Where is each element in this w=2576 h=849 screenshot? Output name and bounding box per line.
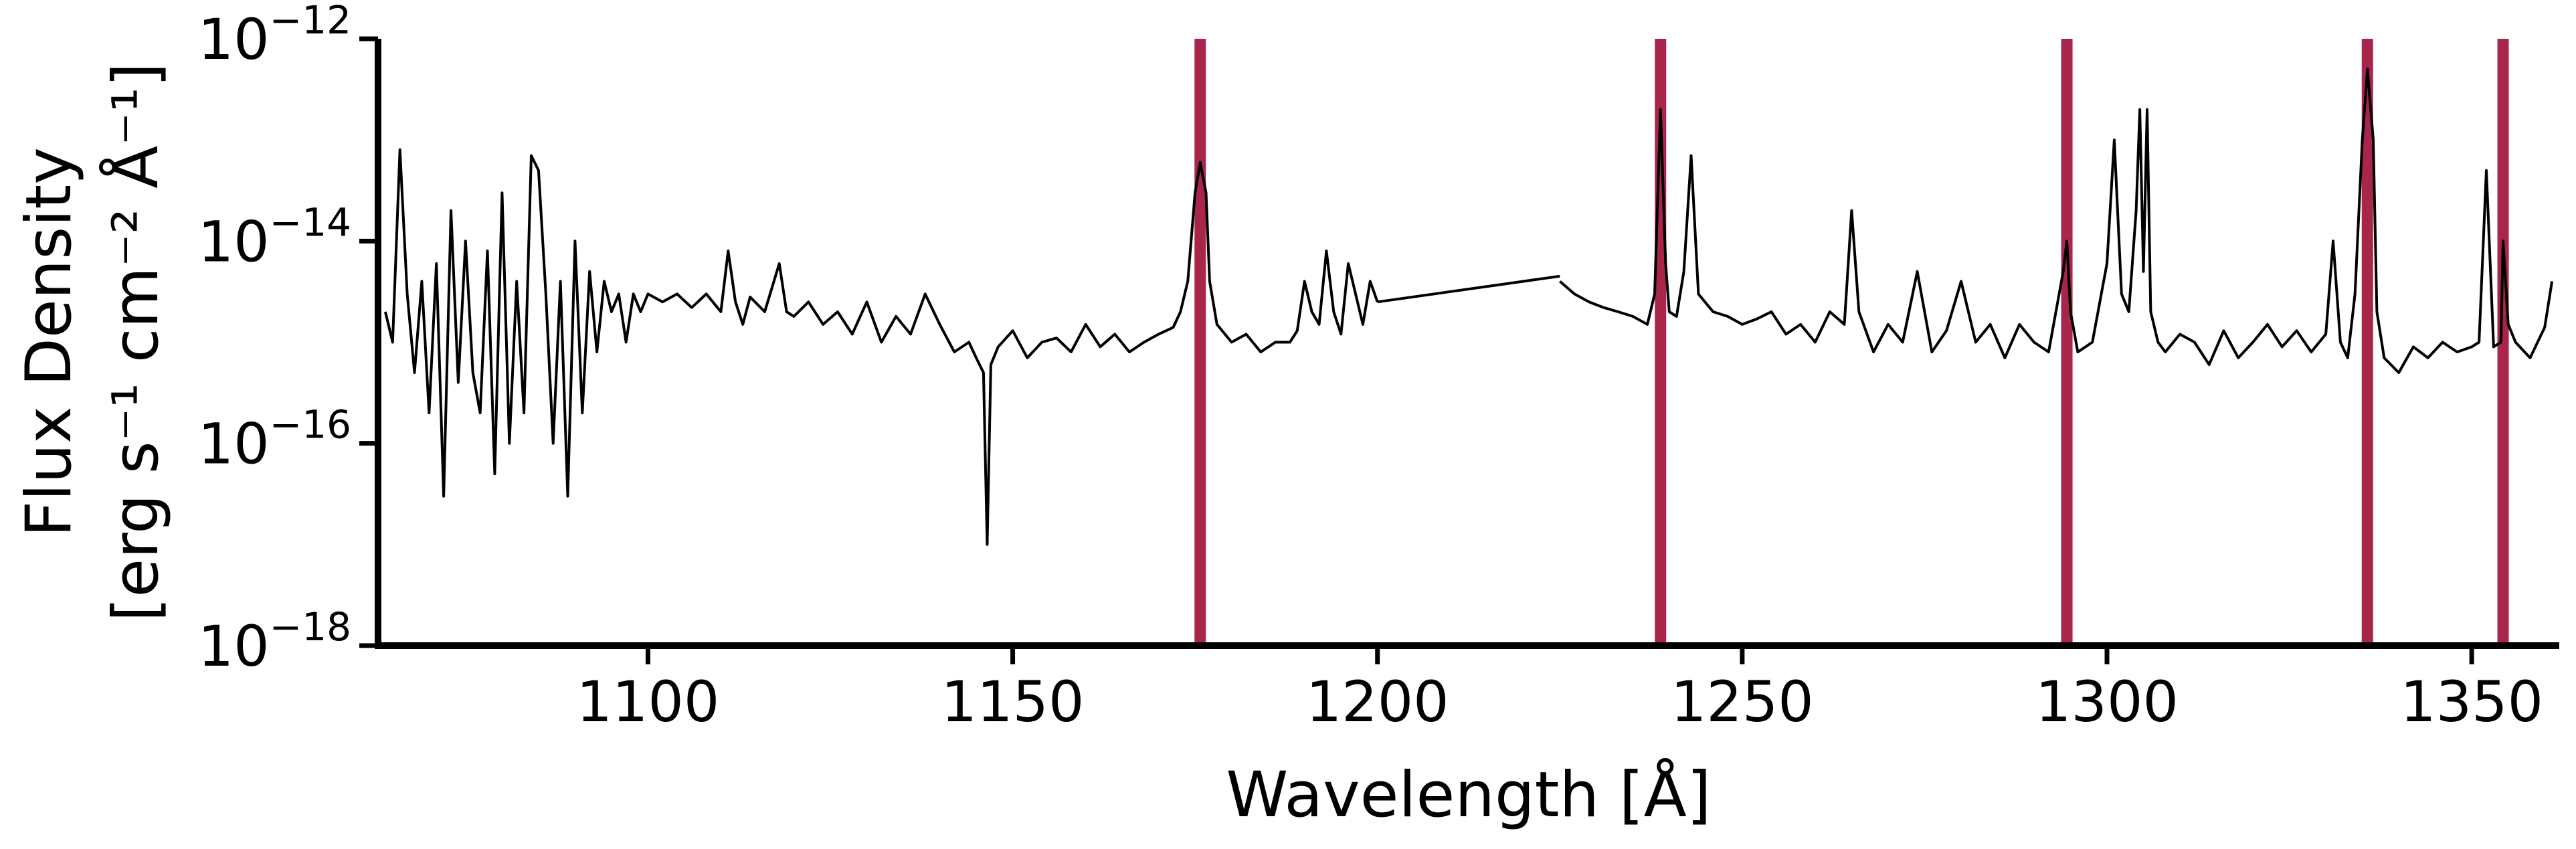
- spectrum-segment-2: [1558, 68, 2554, 374]
- spectrum-segment-0: [383, 148, 1379, 546]
- axes: 1100 1150 1200 1250 1300 1350 10−18 10−16 10−14…: [198, 0, 2559, 735]
- x-tick-label-4: 1300: [2035, 669, 2179, 735]
- spectrum-segment-1: [1377, 274, 1560, 304]
- y-tick-label-3: 10−12: [198, 0, 351, 72]
- y-ticks: 10−18 10−16 10−14 10−12: [198, 0, 378, 679]
- x-tick-label-2: 1200: [1306, 669, 1449, 735]
- x-tick-label-5: 1350: [2400, 669, 2543, 735]
- spectrum-series: [383, 68, 2554, 546]
- y-axis-title: Flux Density [erg s⁻¹ cm⁻² Å⁻¹]: [13, 63, 173, 622]
- y-axis-title-line2: [erg s⁻¹ cm⁻² Å⁻¹]: [98, 63, 173, 622]
- marker-lines: [1194, 39, 2509, 646]
- x-tick-label-0: 1100: [577, 669, 720, 735]
- x-axis-title: Wavelength [Å]: [1226, 757, 1711, 832]
- x-ticks: 1100 1150 1200 1250 1300 1350: [577, 646, 2543, 735]
- x-tick-label-1: 1150: [941, 669, 1085, 735]
- y-tick-label-1: 10−16: [198, 402, 351, 477]
- y-axis-title-line1: Flux Density: [13, 147, 86, 537]
- x-tick-label-3: 1250: [1671, 669, 1814, 735]
- y-tick-label-0: 10−18: [198, 604, 351, 679]
- y-tick-label-2: 10−14: [198, 199, 351, 274]
